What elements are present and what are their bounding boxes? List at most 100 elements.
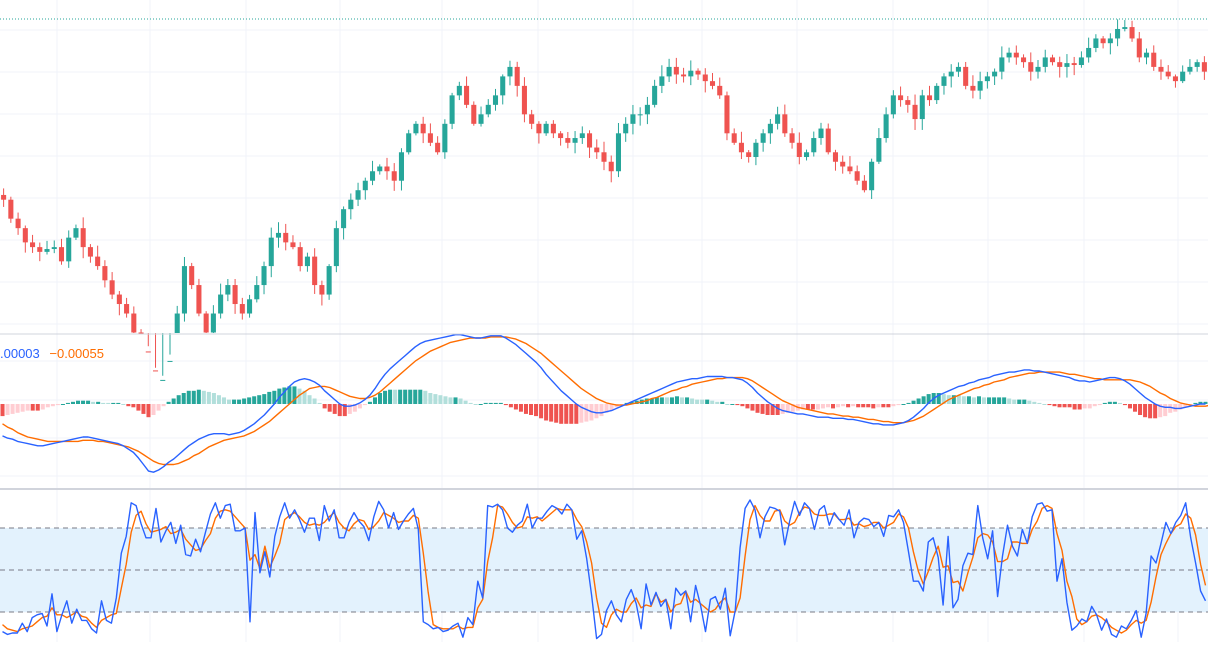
candle-down: [81, 217, 86, 258]
candle-body: [1166, 72, 1171, 77]
macd-histogram-bar: [423, 391, 427, 404]
candle-up: [1195, 59, 1200, 71]
candle-up: [753, 139, 758, 165]
candle-body: [478, 114, 483, 123]
macd-histogram-bar: [559, 404, 563, 424]
macd-histogram-bar: [1148, 404, 1152, 418]
candle-body: [565, 138, 570, 143]
candle-body: [507, 67, 512, 76]
candle-down: [970, 75, 975, 98]
macd-histogram-bar: [182, 393, 186, 404]
candle-up: [261, 262, 266, 295]
candle-down: [1130, 21, 1135, 42]
candle-body: [1093, 38, 1098, 47]
candle-body: [1101, 38, 1106, 43]
macd-histogram-bar: [549, 404, 553, 422]
candle-down: [862, 175, 867, 192]
candle-up: [956, 62, 961, 77]
macd-histogram-bar: [740, 404, 744, 406]
candle-body: [225, 285, 230, 294]
candle-body: [175, 314, 180, 333]
candle-down: [464, 76, 469, 108]
macd-histogram-bar: [524, 404, 528, 414]
candle-body: [153, 370, 158, 371]
candle-body: [746, 152, 751, 157]
macd-histogram-bar: [448, 397, 452, 404]
macd-histogram-bar: [504, 404, 508, 405]
candle-up: [500, 74, 505, 104]
candle-down: [1137, 32, 1142, 62]
macd-histogram-bar: [101, 403, 105, 404]
candle-body: [1007, 53, 1012, 58]
candle-down: [746, 150, 751, 163]
candle-body: [1122, 27, 1127, 29]
candle-up: [1180, 65, 1185, 83]
macd-histogram-bar: [152, 404, 156, 415]
candle-down: [717, 78, 722, 99]
candle-up: [334, 221, 339, 272]
macd-histogram-bar: [464, 401, 468, 404]
macd-histogram-bar: [846, 404, 850, 407]
candle-body: [384, 167, 389, 172]
candle-body: [1079, 57, 1084, 65]
candle-down: [102, 260, 107, 287]
candle-up: [761, 129, 766, 152]
candle-up: [1079, 51, 1084, 67]
macd-histogram-bar: [1073, 404, 1077, 410]
macd-histogram-bar: [816, 404, 820, 410]
candle-body: [970, 86, 975, 91]
candle-body: [312, 257, 317, 285]
candle-body: [797, 143, 802, 157]
candle-down: [536, 121, 541, 143]
candle-body: [869, 162, 874, 190]
candle-down: [855, 166, 860, 185]
candle-body: [1144, 53, 1149, 58]
macd-histogram-bar: [227, 400, 231, 404]
macd-histogram-bar: [781, 404, 785, 414]
macd-histogram-bar: [212, 393, 216, 404]
candle-up: [985, 72, 990, 89]
candle-body: [761, 133, 766, 142]
macd-histogram-bar: [735, 404, 739, 405]
macd-value: .00003: [0, 346, 40, 361]
candle-body: [667, 67, 672, 76]
candle-body: [544, 124, 549, 133]
candle-down: [95, 246, 100, 270]
macd-histogram-bar: [967, 396, 971, 404]
candle-up: [406, 130, 411, 155]
candle-body: [1187, 67, 1192, 72]
macd-histogram-bar: [1118, 403, 1122, 404]
candle-body: [775, 114, 780, 123]
candle-up: [804, 150, 809, 161]
candle-body: [240, 304, 245, 313]
candle-down: [1021, 54, 1026, 67]
macd-histogram-bar: [433, 394, 437, 404]
macd-histogram-bar: [1063, 404, 1067, 407]
candle-body: [102, 266, 107, 280]
macd-histogram-bar: [534, 404, 538, 416]
candle-down: [905, 96, 910, 113]
candle-body: [884, 114, 889, 138]
macd-histogram-bar: [408, 390, 412, 404]
candle-body: [710, 81, 715, 86]
candle-body: [500, 76, 505, 95]
macd-histogram-bar: [1133, 404, 1137, 412]
candle-up: [1144, 48, 1149, 64]
macd-histogram-bar: [519, 404, 523, 412]
candle-body: [587, 133, 592, 147]
macd-histogram-bar: [494, 403, 498, 404]
macd-histogram-bar: [1002, 397, 1006, 404]
macd-histogram-bar: [96, 402, 100, 404]
candle-body: [840, 162, 845, 167]
candle-body: [659, 76, 664, 85]
candle-body: [370, 171, 375, 180]
macd-histogram-bar: [1058, 404, 1062, 407]
candle-body: [630, 114, 635, 123]
candle-body: [464, 86, 469, 105]
macd-histogram-bar: [982, 397, 986, 404]
candle-body: [790, 133, 795, 142]
candle-up: [659, 65, 664, 93]
macd-histogram-bar: [358, 404, 362, 408]
macd-histogram-bar: [474, 404, 478, 405]
